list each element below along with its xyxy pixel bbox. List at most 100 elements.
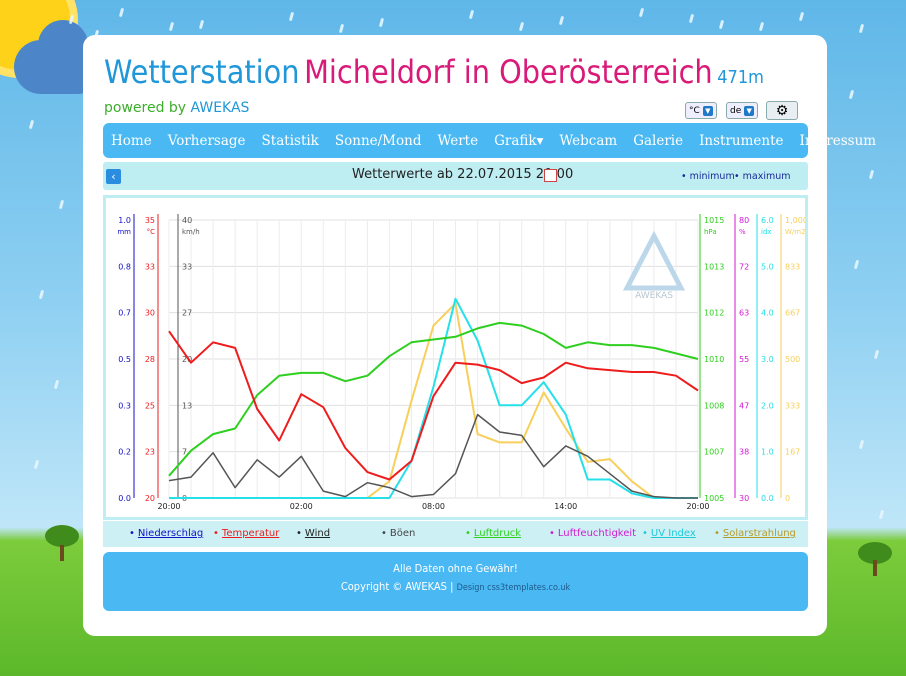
raindrop (53, 379, 60, 390)
calendar-icon[interactable] (544, 169, 557, 182)
series-line-uv-index (169, 297, 698, 499)
legend-dot: • (296, 528, 302, 539)
raindrop (758, 21, 765, 32)
axis-tick-wind: 20 (182, 355, 192, 364)
chevron-down-icon: ▼ (744, 105, 755, 116)
settings-button[interactable]: ⚙ (766, 101, 798, 120)
axis-tick-pressure: 1015 (704, 216, 724, 225)
chevron-down-icon: ▼ (702, 105, 713, 116)
legend-item-1[interactable]: • Temperatur (213, 528, 279, 539)
legend-dot: • (549, 528, 555, 539)
legend-item-5[interactable]: • Luftfeuchtigkeit (549, 528, 636, 539)
raindrop (638, 7, 645, 18)
powered-brand-link[interactable]: AWEKAS (190, 100, 250, 116)
axis-unit-wind: km/h (182, 228, 200, 236)
legend-label: Niederschlag (137, 528, 204, 539)
series-line-wind (168, 413, 698, 499)
legend-item-0[interactable]: • Niederschlag (129, 528, 203, 539)
axis-tick-humidity: 30 (739, 494, 749, 503)
axis-tick-precip: 0.8 (118, 262, 131, 271)
tree-trunk-right (873, 560, 877, 576)
legend-label: Wind (304, 528, 331, 539)
axis-tick-humidity: 38 (739, 448, 749, 457)
axis-tick-wind: 7 (182, 448, 187, 457)
language-select[interactable]: de ▼ (726, 102, 759, 119)
series-line-temperatur (168, 330, 699, 481)
nav-item-vorhersage[interactable]: Vorhersage (167, 132, 246, 149)
legend-item-7[interactable]: • Solarstrahlung (714, 528, 796, 539)
watermark-text: AWEKAS (635, 291, 673, 301)
minimum-label: minimum (689, 171, 735, 182)
unit-select[interactable]: °C ▼ (685, 102, 717, 119)
axis-tick-wind: 33 (182, 262, 192, 271)
axis-tick-solar: 1,000 (785, 216, 805, 225)
legend-label: Luftfeuchtigkeit (557, 528, 637, 539)
legend-label: Temperatur (221, 528, 280, 539)
nav-item-statistik[interactable]: Statistik (261, 132, 319, 149)
legend-dot: • (642, 528, 648, 539)
raindrop (873, 349, 880, 360)
legend-dot: • (714, 528, 720, 539)
axis-tick-temp: 23 (145, 448, 155, 457)
raindrop (198, 19, 205, 30)
minimum-toggle[interactable]: • minimum (681, 171, 735, 182)
raindrop (28, 119, 35, 130)
awekas-watermark-icon (622, 230, 686, 291)
axis-tick-precip: 1.0 (118, 216, 131, 225)
raindrop (858, 23, 865, 34)
axis-tick-wind: 27 (182, 309, 192, 318)
nav-item-instrumente[interactable]: Instrumente (699, 132, 784, 149)
legend-item-4[interactable]: • Luftdruck (465, 528, 521, 539)
raindrop (718, 19, 725, 30)
axis-tick-pressure: 1007 (704, 448, 724, 457)
previous-button[interactable]: ‹ (106, 169, 121, 184)
axis-unit-precip: mm (117, 228, 131, 236)
legend-dot: • (465, 528, 471, 539)
axis-tick-solar: 667 (785, 309, 800, 318)
axis-tick-precip: 0.0 (118, 494, 131, 503)
nav-item-galerie[interactable]: Galerie (633, 132, 684, 149)
nav-item-webcam[interactable]: Webcam (559, 132, 618, 149)
raindrop (688, 13, 695, 24)
raindrop (468, 9, 475, 20)
chart-period-title: Wetterwerte ab 22.07.2015 20:00 (352, 167, 574, 182)
gear-icon: ⚙ (775, 102, 789, 119)
axis-tick-pressure: 1013 (704, 262, 724, 271)
legend-item-6[interactable]: • UV Index (642, 528, 696, 539)
tree-decoration-left (45, 525, 79, 547)
footer: Alle Daten ohne Gewähr! Copyright © AWEK… (103, 552, 808, 611)
nav-item-werte[interactable]: Werte (437, 132, 479, 149)
chart-legend: • Niederschlag • Temperatur • Wind • Böen • Luftd… (103, 521, 808, 547)
nav-item-impressum[interactable]: Impressum (799, 132, 877, 149)
design-credit[interactable]: Design css3templates.co.uk (456, 583, 571, 593)
axis-tick-temp: 20 (145, 494, 155, 503)
nav-item-sonnemond[interactable]: Sonne/Mond (334, 132, 422, 149)
legend-label: Luftdruck (473, 528, 521, 539)
legend-item-2[interactable]: • Wind (296, 528, 330, 539)
axis-tick-humidity: 72 (739, 262, 749, 271)
raindrop (38, 289, 45, 300)
legend-item-3[interactable]: • Böen (381, 528, 415, 539)
raindrop (378, 17, 385, 28)
nav-item-home[interactable]: Home (111, 132, 152, 149)
nav-item-grafik[interactable]: Grafik▾ (494, 132, 544, 149)
axis-tick-uv: 6.0 (761, 216, 774, 225)
raindrop (33, 459, 40, 470)
axis-tick-uv: 0.0 (761, 494, 774, 503)
axis-tick-precip: 0.3 (118, 401, 131, 410)
axis-tick-temp: 33 (145, 262, 155, 271)
legend-label: Solarstrahlung (722, 528, 796, 539)
legend-dot: • (129, 528, 135, 539)
axis-tick-uv: 5.0 (761, 262, 774, 271)
raindrop (118, 7, 125, 18)
copyright-line: Copyright © AWEKAS | Design css3template… (103, 580, 808, 593)
axis-tick-uv: 4.0 (761, 309, 774, 318)
copyright-text: Copyright © AWEKAS (340, 580, 447, 593)
axis-tick-precip: 0.7 (118, 309, 131, 318)
axis-tick-precip: 0.5 (118, 355, 131, 364)
axis-tick-solar: 833 (785, 262, 800, 271)
maximum-toggle[interactable]: • maximum (734, 171, 791, 182)
raindrop (848, 89, 855, 100)
series-line-luftdruck (168, 321, 699, 477)
main-nav: Home Vorhersage Statistik Sonne/Mond Werte Gr… (103, 123, 876, 158)
